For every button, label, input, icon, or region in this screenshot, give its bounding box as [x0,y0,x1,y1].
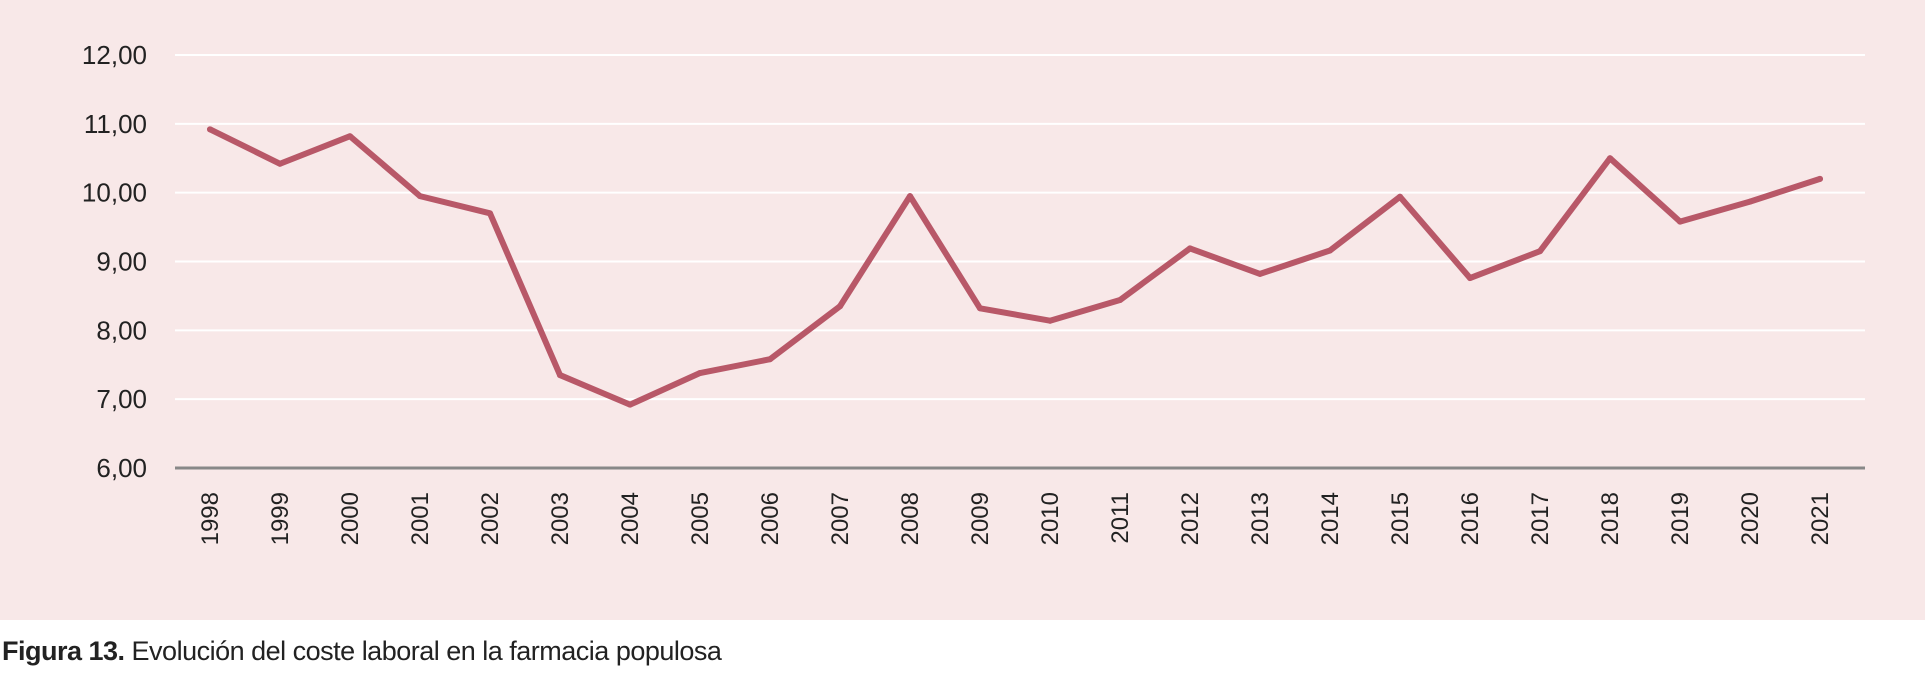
data-point [1257,270,1263,277]
data-point [1677,218,1683,225]
data-point [837,303,843,310]
data-point [1117,297,1123,304]
x-tick-label: 2003 [547,492,574,545]
data-point [977,305,983,312]
x-tick-label: 2010 [1037,492,1064,545]
x-tick-label: 2005 [687,492,714,545]
x-tick-label: 2021 [1807,492,1834,545]
x-tick-label: 2013 [1247,492,1274,545]
x-tick-label: 2018 [1597,492,1624,545]
y-tick-label: 8,00 [96,315,147,345]
x-tick-label: 2020 [1737,492,1764,545]
chart-panel: 6,00 7,00 8,00 9,00 10,00 11,00 12,00 1998 1999… [0,0,1925,620]
y-tick-label: 10,00 [82,178,147,208]
x-tick-label: 1998 [197,492,224,545]
data-point [1607,155,1613,162]
figure-caption-text: Evolución del coste laboral en la farmac… [124,636,722,666]
y-tick-label: 6,00 [96,453,147,483]
y-tick-label: 12,00 [82,40,147,70]
x-tick-label: 2002 [477,492,504,545]
x-tick-label: 2012 [1177,492,1204,545]
x-tick-label: 2011 [1107,492,1134,544]
x-tick-label: 2009 [967,492,994,545]
data-point [487,210,493,217]
data-point [1187,245,1193,252]
x-tick-label: 2015 [1387,492,1414,545]
series-layer [207,126,1823,408]
data-point [1047,317,1053,324]
data-point [1747,198,1753,205]
data-point [1327,247,1333,254]
x-tick-label: 1999 [267,492,294,545]
figure-caption: Figura 13. Evolución del coste laboral e… [2,636,722,667]
y-tick-label: 9,00 [96,247,147,277]
x-tick-label: 2006 [757,492,784,545]
data-point [627,401,633,408]
x-axis-ticks: 1998 1999 2000 2001 2002 2003 2004 2005 2006 2007… [197,492,1834,545]
data-point [1817,175,1823,182]
x-tick-label: 2014 [1317,492,1344,545]
data-point [907,193,913,200]
data-point [1467,275,1473,282]
x-tick-label: 2007 [827,492,854,545]
data-point [277,160,283,167]
x-tick-label: 2008 [897,492,924,545]
figure-caption-label: Figura 13. [2,636,125,666]
data-point [557,372,563,379]
x-tick-label: 2000 [337,492,364,545]
y-axis-ticks: 6,00 7,00 8,00 9,00 10,00 11,00 12,00 [82,40,147,483]
y-tick-label: 11,00 [84,109,147,139]
data-point [1537,248,1543,255]
x-tick-label: 2001 [407,492,434,545]
x-tick-label: 2019 [1667,492,1694,545]
data-point [207,126,213,133]
gridlines [175,54,1865,470]
line-chart: 6,00 7,00 8,00 9,00 10,00 11,00 12,00 1998 1999… [82,40,1865,545]
data-point [767,356,773,363]
x-tick-label: 2017 [1527,492,1554,545]
series-line [207,126,1823,408]
x-tick-label: 2016 [1457,492,1484,545]
data-point [417,193,423,200]
data-point [1397,193,1403,200]
x-tick-label: 2004 [617,492,644,545]
data-point [697,370,703,377]
y-tick-label: 7,00 [96,384,147,414]
data-point [347,133,353,140]
